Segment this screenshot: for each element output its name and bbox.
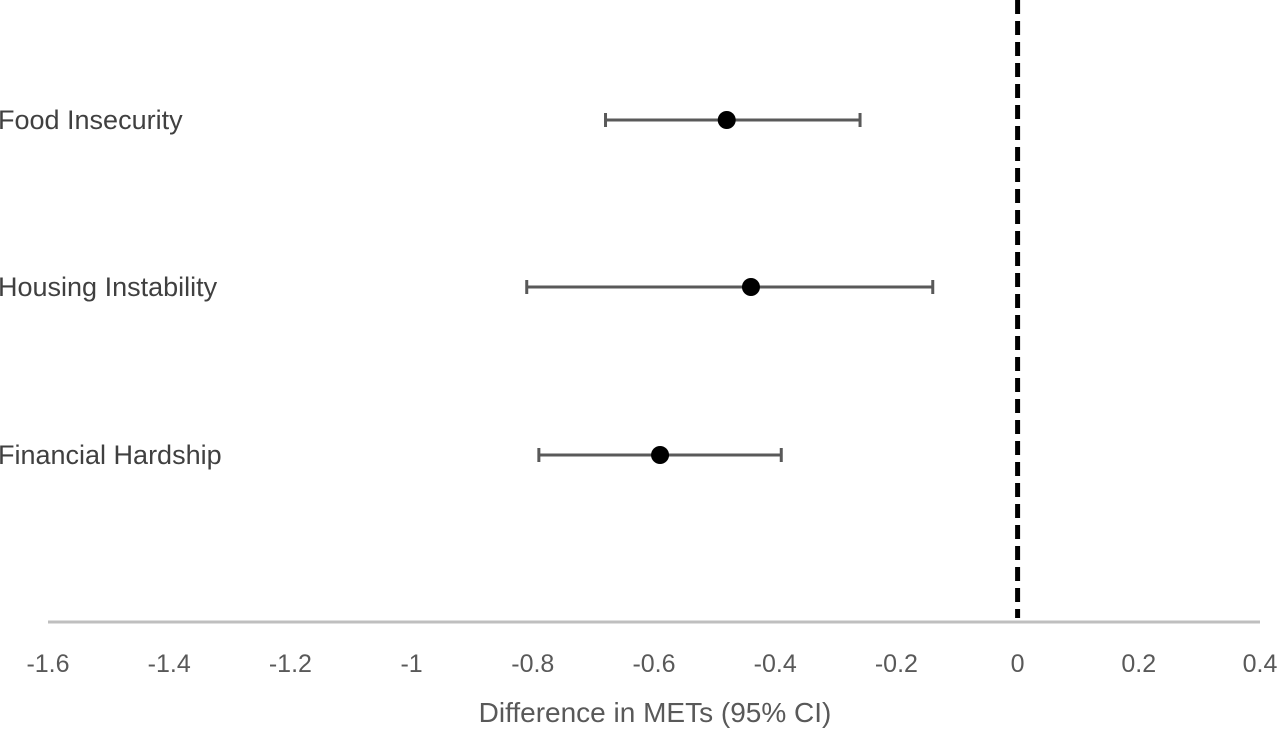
x-tick-label: 0 [1011,650,1025,678]
row-label: Food Insecurity [0,105,183,135]
x-axis-title: Difference in METs (95% CI) [479,697,832,728]
x-tick-label: -1.4 [148,650,191,678]
x-tick-label: 0.4 [1243,650,1278,678]
forest-row: Food Insecurity [0,105,862,135]
x-tick-label: -0.8 [511,650,554,678]
forest-row: Financial Hardship [0,440,783,470]
x-tick-label: -1 [400,650,422,678]
x-axis: -1.6 -1.4 -1.2 -1 -0.8 -0.6 -0.4 -0.2 0 0.2 0.4 [26,620,1278,678]
rows-layer: Food Insecurity Housing Instability Financ… [0,105,935,470]
x-tick-label: 0.2 [1121,650,1156,678]
forest-row: Housing Instability [0,272,935,302]
x-tick-label: -0.4 [754,650,797,678]
x-tick-label: -0.6 [632,650,675,678]
x-tick-label: -1.2 [269,650,312,678]
point-estimate [741,278,760,296]
row-label: Housing Instability [0,272,218,302]
row-label: Financial Hardship [0,440,222,470]
x-tick-label: -1.6 [26,650,69,678]
point-estimate [651,446,670,464]
point-estimate [717,111,736,129]
x-tick-label: -0.2 [875,650,918,678]
